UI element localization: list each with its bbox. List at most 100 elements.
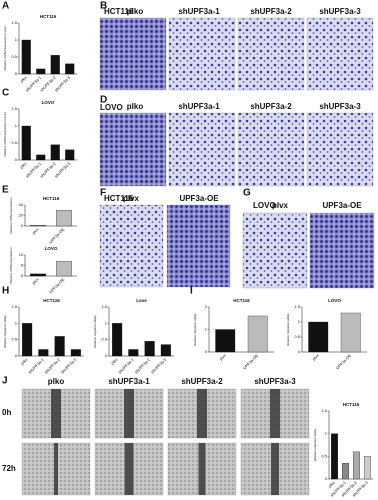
panel-letter: A [2,1,9,12]
y-tick-label: 1 [105,320,108,325]
micrograph [99,204,164,288]
bar [54,336,65,357]
bar [21,39,31,75]
bar [30,273,46,277]
image-label: shUPF3a-2 [250,7,292,16]
y-tick-label: 0 [298,349,301,354]
y-tick-label: 0.5 [321,453,327,458]
image-label: shUPF3a-3 [319,102,361,111]
y-tick-label: 0.5 [101,337,107,342]
y-tick-label: 1 [205,327,208,332]
micrograph [237,112,305,187]
image-label: shUPF3a-2 [250,102,292,111]
panel-letter: I [190,286,193,297]
bar [342,462,349,480]
image-label: shUPF3a-3 [254,377,296,386]
bar [160,344,171,357]
y-axis-label: Relative migration ability [93,315,97,348]
image-label: HCT116 [104,194,134,203]
bar [50,144,60,161]
micrograph [168,112,236,187]
bar [30,225,46,227]
y-tick-label: 1 [15,320,18,325]
chart-title: HCT116 [233,298,250,303]
y-tick-label: 40 [19,202,24,207]
image-label: shUPF3a-1 [178,7,220,16]
panel-letter: J [2,376,8,387]
chart-title: HCT116 [343,402,360,407]
image-label: HCT116 [104,7,134,16]
y-tick-label: 2 [205,304,208,309]
x-tick-label: UPF3a-OE [335,353,353,371]
panel-letter: G [243,188,251,199]
y-tick-label: 1 [15,123,18,128]
bar [308,321,329,353]
chart-title: LOVO [42,100,55,105]
panel-letter: F [100,188,106,199]
micrograph [309,212,375,289]
y-tick-label: 0 [205,349,208,354]
image-label: LOVO [100,103,123,112]
image-label: plko [48,377,65,386]
image-label: LOVO [253,201,276,210]
image-label: shUPF3a-1 [108,377,150,386]
image-label: UPF3a-OE [179,194,219,203]
x-tick-label: plko [20,356,29,365]
x-tick-label: UPF3a-OE [242,353,260,371]
wound-gap [270,389,280,438]
bar [112,323,123,357]
bar [56,261,72,277]
panel-letter: D [100,95,107,106]
x-tick-label: shUPF3a-1 [117,356,135,374]
x-tick-label: plko [110,356,119,365]
y-tick-label: 0 [15,353,18,358]
y-tick-label: 10 [19,252,24,257]
image-label: 72h [2,464,16,473]
y-axis-label: Relative migration ability [313,428,317,461]
y-axis-label: Relative mRNA Expression Level [3,112,7,156]
micrograph [168,17,236,91]
micrograph [242,212,308,289]
bar [144,341,155,357]
y-tick-label: 0.5 [294,334,300,339]
micrograph [99,112,167,187]
bar [22,323,33,357]
panel-letter: E [2,185,9,196]
x-tick-label: plko [19,74,28,83]
micrograph [237,17,305,91]
image-label: UPF3a-OE [322,201,362,210]
y-tick-label: 20 [19,213,24,218]
bar [353,451,360,480]
bar [38,349,49,357]
image-label: plvx [272,201,289,210]
bar [50,55,60,75]
chart-title: HCT116 [40,14,57,19]
x-tick-label: shUPF3a-3 [149,356,167,374]
bar [215,329,236,353]
y-tick-label: 1.5 [11,106,17,111]
x-tick-label: shUPF3a-2 [133,356,151,374]
x-tick-label: plvx [31,277,40,286]
bar [65,149,75,161]
y-axis-label: Relative mRNA Expression Level [3,26,7,70]
chart-title: HCT116 [43,298,60,303]
bar [247,315,268,353]
x-tick-label: plvx [218,353,227,362]
micrograph [306,17,374,91]
image-label: shUPF3a-3 [319,7,361,16]
y-tick-label: 1.5 [11,20,17,25]
panel-letter: B [100,1,107,12]
y-tick-label: 0 [105,353,108,358]
y-tick-label: 1 [298,319,301,324]
y-tick-label: 0 [15,157,18,162]
x-tick-label: shUPF3a-3 [59,356,77,374]
bar [340,312,361,353]
x-tick-label: plvx [311,353,320,362]
x-tick-label: plko [19,160,28,169]
bar [65,63,75,75]
image-label: plvx [123,194,140,203]
y-tick-label: 0.5 [11,140,17,145]
x-tick-label: shUPF3a-3 [53,160,71,178]
bar [331,433,338,480]
